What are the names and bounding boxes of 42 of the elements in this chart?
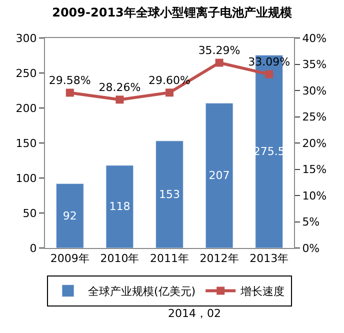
- x-tick-label: 2013年: [250, 252, 289, 266]
- bar: [56, 183, 84, 248]
- legend-label: 增长速度: [240, 285, 285, 298]
- point: [265, 70, 274, 78]
- point: [66, 88, 74, 97]
- y-tick-label: 300: [16, 32, 37, 45]
- y2-tick-label: 40%: [302, 32, 327, 45]
- data-label: 28.26%: [98, 80, 141, 94]
- bar: [205, 102, 234, 248]
- point: [116, 96, 124, 104]
- data-label: 29.58%: [48, 74, 91, 87]
- y2-tick-label: 20%: [302, 136, 327, 150]
- y2-tick-label: 30%: [302, 84, 327, 98]
- bar: [106, 165, 134, 248]
- data-label: 153: [159, 188, 180, 201]
- chart-title: 2009-2013年全球小型锂离子电池产业规模: [52, 6, 292, 20]
- y-tick-label: 0: [30, 242, 37, 255]
- data-label: 92: [62, 209, 77, 222]
- x-tick-label: 2011年: [150, 252, 189, 266]
- bar: [156, 140, 184, 248]
- x-tick-label: 2010年: [100, 252, 140, 266]
- x-tick-label: 2012年: [200, 252, 239, 266]
- y2-tick-label: 35%: [302, 58, 327, 72]
- legend-label: 全球产业规模(亿美元): [88, 285, 196, 298]
- data-label: 29.60%: [148, 74, 190, 87]
- y2-tick-label: 25%: [302, 110, 327, 124]
- data-label: 118: [109, 200, 130, 214]
- y2-tick-label: 10%: [302, 189, 327, 202]
- y-tick-label: 50: [22, 206, 37, 220]
- point: [215, 58, 224, 67]
- y-tick-label: 150: [16, 136, 37, 150]
- y2-tick-label: 15%: [302, 163, 327, 176]
- y2-tick-label: 5%: [302, 216, 320, 229]
- x-tick-label: 2009年: [50, 252, 90, 266]
- y-tick-label: 250: [16, 66, 37, 80]
- y-tick-label: 100: [16, 172, 37, 185]
- y-tick-label: 200: [16, 102, 37, 115]
- text: 2014，02: [168, 307, 221, 320]
- point: [166, 88, 174, 97]
- y2-tick-label: 0%: [302, 242, 320, 255]
- data-label: 35.29%: [198, 44, 240, 57]
- data-label: 207: [208, 169, 230, 182]
